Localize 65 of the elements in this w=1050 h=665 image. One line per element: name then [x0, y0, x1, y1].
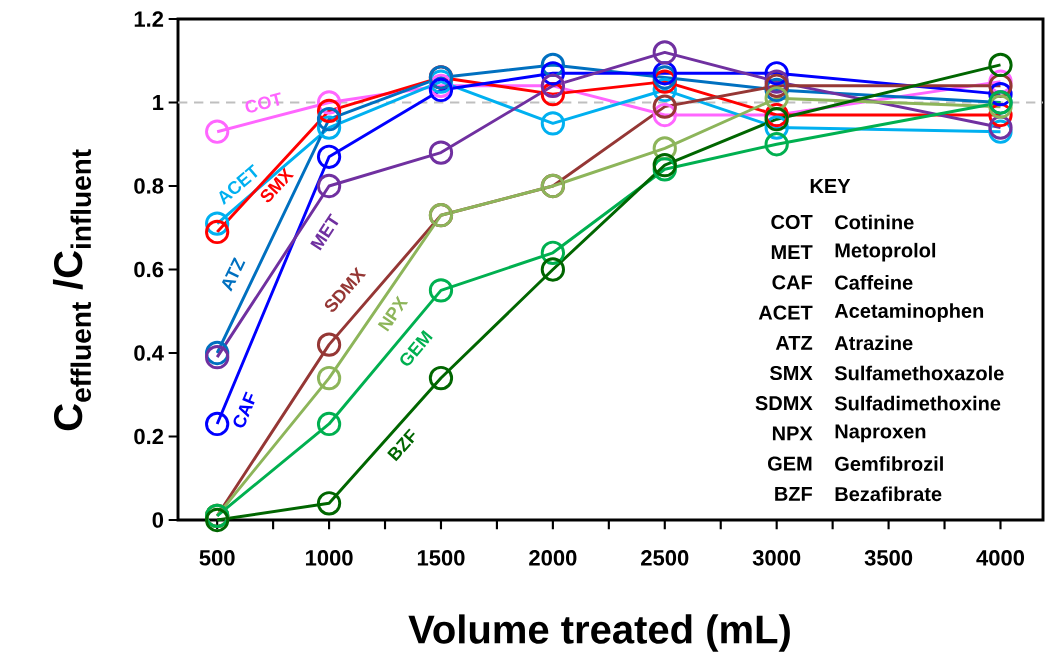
point	[205, 119, 230, 144]
annotation: Naproxen	[835, 424, 926, 443]
text: COT	[245, 92, 281, 113]
point	[988, 52, 1013, 78]
y-tick-label: 0.8	[134, 178, 164, 194]
annotation: CAF	[772, 275, 812, 290]
point	[428, 365, 454, 391]
point	[316, 491, 342, 516]
text: ATZ	[222, 257, 246, 292]
annotation: ATZ	[775, 335, 813, 350]
point	[316, 107, 342, 132]
y-tick-label: 0.2	[134, 428, 164, 445]
y-tick-label: 0	[152, 512, 164, 528]
y-tick-label: 0.6	[134, 261, 164, 278]
point	[205, 507, 230, 533]
x-tick-label: 3500	[864, 550, 913, 566]
annotation: ACET	[758, 305, 813, 320]
y-tick-label: 1	[153, 94, 164, 111]
point	[316, 144, 342, 169]
y-axis-title: C$_{effluent}$ /C$_{influent}$	[52, 149, 92, 431]
point	[205, 345, 230, 370]
point	[316, 365, 342, 391]
annotation: Caffeine	[835, 275, 913, 290]
x-tick-label: 3000	[752, 550, 801, 566]
point	[652, 152, 677, 178]
point	[652, 40, 677, 65]
x-axis-title: Volume treated (mL)	[408, 614, 790, 652]
x-tick-label: 1000	[305, 550, 353, 566]
x-tick-label: 4000	[976, 550, 1025, 566]
x-tick-label: 1500	[417, 550, 465, 566]
annotation: Cotinine	[835, 214, 914, 230]
annotation: KEY	[810, 179, 851, 193]
annotation: COT	[771, 214, 813, 230]
annotation: Gemfibrozil	[835, 456, 943, 471]
annotation: Acetaminophen	[834, 303, 984, 322]
x-tick-label: 500	[199, 550, 235, 566]
point	[316, 411, 342, 437]
annotation: BZF	[775, 486, 812, 501]
annotation: Bezafibrate	[835, 486, 942, 502]
point	[764, 107, 789, 132]
x-tick-label: 2000	[529, 550, 577, 566]
point	[428, 278, 454, 303]
point	[652, 94, 677, 119]
point	[316, 173, 342, 199]
point	[764, 132, 789, 157]
x-tick-label: 2500	[641, 550, 689, 566]
annotation: MET	[771, 245, 813, 260]
annotation: SMX	[769, 365, 813, 381]
text: CAF	[233, 391, 255, 428]
annotation: SDMX	[755, 396, 813, 411]
annotation: Metoprolol	[835, 242, 936, 262]
annotation: GEM	[768, 456, 812, 471]
point	[540, 257, 566, 282]
annotation: NPX	[772, 426, 813, 441]
point	[428, 140, 454, 165]
point	[540, 111, 566, 136]
annotation: Sulfadimethoxine	[834, 395, 1001, 411]
point	[316, 332, 342, 357]
y-tick-label: 1.2	[134, 11, 164, 27]
point	[205, 219, 230, 245]
annotation: Atrazine	[834, 335, 913, 351]
annotation: Sulfamethoxazole	[834, 365, 1004, 381]
point	[205, 411, 230, 437]
y-tick-label: 0.4	[134, 345, 164, 361]
point	[428, 77, 454, 103]
